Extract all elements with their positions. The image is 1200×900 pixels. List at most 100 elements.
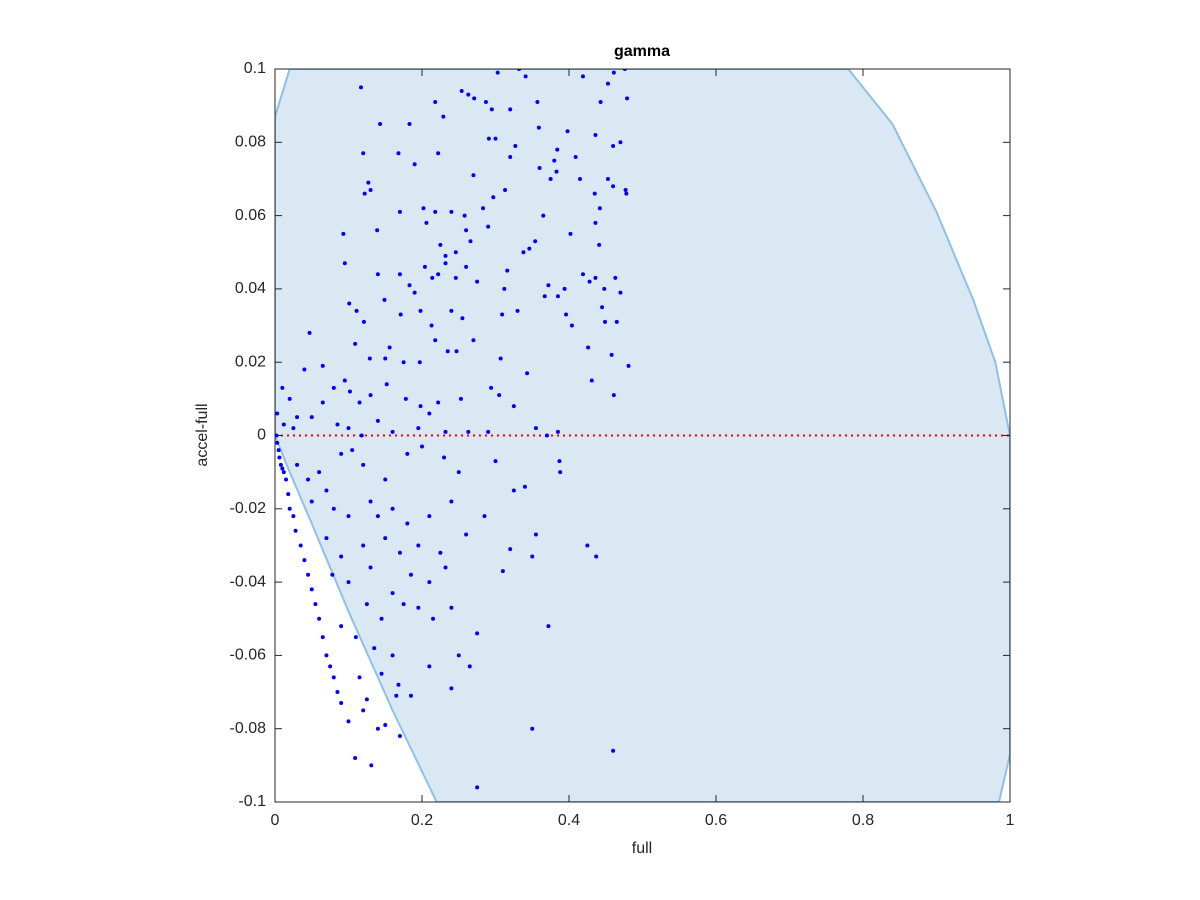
scatter-point	[378, 121, 383, 126]
scatter-point	[339, 451, 344, 456]
scatter-point	[611, 748, 616, 753]
scatter-point	[346, 514, 351, 519]
scatter-point	[486, 224, 491, 229]
scatter-point	[600, 305, 605, 310]
scatter-point	[309, 499, 314, 504]
scatter-point	[555, 147, 560, 152]
scatter-point	[328, 664, 333, 669]
scatter-point	[397, 550, 402, 555]
scatter-point	[565, 129, 570, 134]
scatter-point	[449, 499, 454, 504]
scatter-point	[427, 580, 432, 585]
scatter-point	[383, 477, 388, 482]
scatter-point	[481, 206, 486, 211]
scatter-point	[375, 272, 380, 277]
scatter-point	[412, 162, 417, 167]
scatter-point	[458, 396, 463, 401]
scatter-point	[424, 220, 429, 225]
scatter-point	[369, 763, 374, 768]
scatter-point	[359, 433, 364, 438]
scatter-point	[281, 470, 286, 475]
scatter-point	[618, 140, 623, 145]
scatter-point	[375, 726, 380, 731]
scatter-point	[548, 176, 553, 181]
scatter-point	[324, 536, 329, 541]
scatter-point	[589, 378, 594, 383]
scatter-point	[568, 231, 573, 236]
scatter-point	[586, 345, 591, 350]
scatter-point	[357, 400, 362, 405]
scatter-point	[598, 99, 603, 104]
y-tick-label: 0	[257, 427, 266, 444]
scatter-point	[302, 558, 307, 563]
x-tick-label: 1	[1006, 812, 1015, 829]
scatter-point	[500, 312, 505, 317]
scatter-point	[533, 532, 538, 537]
scatter-point	[511, 488, 516, 493]
scatter-point	[291, 426, 296, 431]
scatter-point	[280, 385, 285, 390]
scatter-point	[614, 319, 619, 324]
scatter-point	[346, 426, 351, 431]
scatter-point	[430, 275, 435, 280]
scatter-point	[307, 330, 312, 335]
scatter-point	[418, 404, 423, 409]
scatter-point	[324, 653, 329, 658]
scatter-point	[527, 246, 532, 251]
scatter-point	[320, 400, 325, 405]
scatter-point	[342, 261, 347, 266]
x-tick-label: 0.4	[558, 812, 580, 829]
scatter-point	[383, 536, 388, 541]
scatter-point	[368, 187, 373, 192]
scatter-point	[407, 283, 412, 288]
scatter-point	[313, 602, 318, 607]
scatter-point	[302, 367, 307, 372]
scatter-point	[421, 206, 426, 211]
scatter-point	[390, 429, 395, 434]
scatter-point	[482, 514, 487, 519]
scatter-point	[364, 602, 369, 607]
scatter-point	[341, 231, 346, 236]
scatter-point	[383, 356, 388, 361]
scatter-point	[442, 455, 447, 460]
scatter-point	[416, 543, 421, 548]
scatter-point	[618, 290, 623, 295]
scatter-point	[493, 459, 498, 464]
scatter-point	[366, 180, 371, 185]
scatter-point	[331, 506, 336, 511]
scatter-point	[275, 440, 280, 445]
scatter-point	[382, 297, 387, 302]
scatter-point	[401, 602, 406, 607]
scatter-point	[347, 301, 352, 306]
scatter-point	[291, 514, 296, 519]
scatter-point	[339, 554, 344, 559]
scatter-point	[379, 616, 384, 621]
scatter-point	[375, 228, 380, 233]
scatter-point	[530, 554, 535, 559]
scatter-point	[626, 363, 631, 368]
scatter-point	[449, 605, 454, 610]
scatter-point	[443, 261, 448, 266]
scatter-point	[372, 646, 377, 651]
scatter-point	[403, 396, 408, 401]
y-tick-label: 0.02	[235, 353, 266, 370]
scatter-point	[525, 371, 530, 376]
scatter-point	[416, 605, 421, 610]
scatter-point	[542, 294, 547, 299]
scatter-point	[433, 338, 438, 343]
scatter-point	[397, 734, 402, 739]
scatter-point	[597, 242, 602, 247]
scatter-point	[330, 572, 335, 577]
scatter-point	[475, 785, 480, 790]
scatter-point	[546, 283, 551, 288]
scatter-point	[368, 393, 373, 398]
y-tick-label: 0.06	[235, 207, 266, 224]
scatter-point	[493, 136, 498, 141]
scatter-point	[486, 429, 491, 434]
scatter-point	[397, 209, 402, 214]
scatter-point	[390, 506, 395, 511]
scatter-point	[298, 543, 303, 548]
scatter-point	[441, 114, 446, 119]
